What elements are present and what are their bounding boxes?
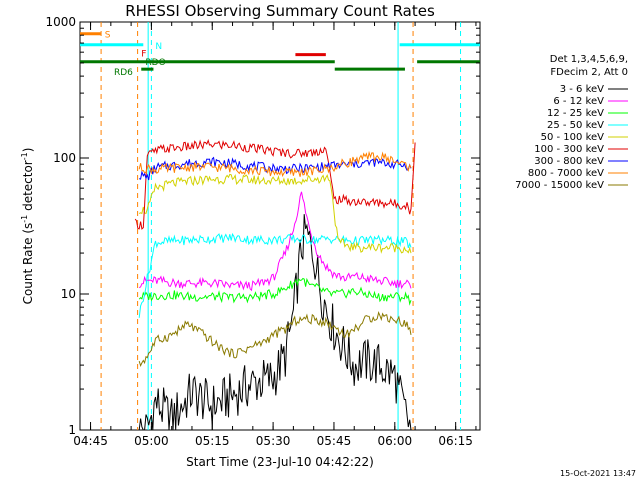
x-tick-label-4: 05:45 <box>317 434 352 448</box>
flag-label-1: N <box>155 42 162 52</box>
chart-title: RHESSI Observing Summary Count Rates <box>125 2 435 20</box>
legend-label-6: 300 - 800 keV <box>534 156 604 167</box>
legend-label-4: 50 - 100 keV <box>541 132 605 143</box>
legend-label-1: 6 - 12 keV <box>553 96 604 107</box>
x-axis-label: Start Time (23-Jul-10 04:42:22) <box>186 455 374 469</box>
legend-header-2: FDecim 2, Att 0 <box>550 67 628 78</box>
flag-label-2: F <box>141 50 146 60</box>
series-line-8 <box>138 311 412 367</box>
y-axis-label-part2: detector <box>21 160 35 215</box>
flag-label-4: RDO <box>145 58 165 68</box>
y-tick-label-3: 1000 <box>45 15 76 29</box>
series-line-2 <box>138 277 412 306</box>
y-tick-label-1: 10 <box>61 287 76 301</box>
flag-label-0: S <box>105 31 111 41</box>
series-line-3 <box>138 232 412 318</box>
series-line-6 <box>139 156 412 181</box>
series-group <box>134 138 416 431</box>
y-axis-label-part: Count Rate (s <box>21 223 35 305</box>
x-tick-label-0: 04:45 <box>73 434 108 448</box>
series-line-5 <box>134 138 416 230</box>
legend-label-8: 7000 - 15000 keV <box>515 180 604 191</box>
y-axis-label: Count Rate (s-1 detector-1) <box>20 148 35 305</box>
flag-annotations: S NF RD6 RDO <box>80 22 480 430</box>
x-tick-label-3: 05:30 <box>256 434 291 448</box>
x-tick-label-5: 06:00 <box>378 434 413 448</box>
legend: Det 1,3,4,5,6,9, FDecim 2, Att 0 3 - 6 k… <box>515 54 628 191</box>
legend-label-7: 800 - 7000 keV <box>528 168 604 179</box>
series-line-1 <box>138 191 412 292</box>
y-axis-label-sup: -1 <box>20 215 29 223</box>
x-tick-label-2: 05:15 <box>195 434 230 448</box>
x-tick-label-1: 05:00 <box>134 434 169 448</box>
legend-label-2: 12 - 25 keV <box>547 108 604 119</box>
legend-label-3: 25 - 50 keV <box>547 120 604 131</box>
y-axis-label-close: ) <box>21 148 35 153</box>
legend-label-5: 100 - 300 keV <box>534 144 604 155</box>
axes: 1 10 100 1000 04:45 05:00 05:15 05:30 05:45 06:00… <box>45 15 480 448</box>
flag-label-3: RD6 <box>114 68 133 78</box>
y-axis-label-sup2: -1 <box>20 152 29 160</box>
y-tick-label-0: 1 <box>68 423 76 437</box>
timestamp: 15-Oct-2021 13:47 <box>560 469 636 478</box>
y-tick-label-2: 100 <box>53 151 76 165</box>
x-tick-label-6: 06:15 <box>438 434 473 448</box>
series-line-0 <box>138 214 412 431</box>
legend-header-1: Det 1,3,4,5,6,9, <box>550 54 628 65</box>
series-line-4 <box>138 173 412 254</box>
series-line-7 <box>138 150 412 178</box>
legend-label-0: 3 - 6 keV <box>560 84 604 95</box>
